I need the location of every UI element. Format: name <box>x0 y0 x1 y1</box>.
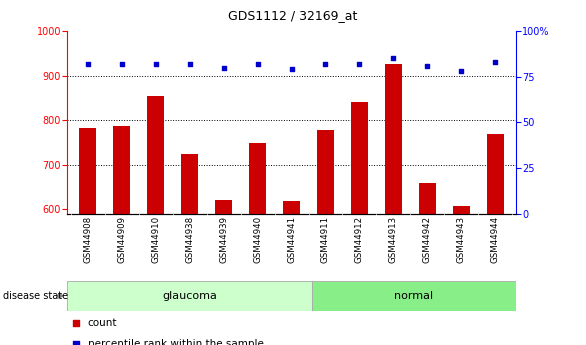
Bar <box>249 144 266 214</box>
Bar <box>351 102 368 214</box>
Text: GSM44908: GSM44908 <box>83 216 92 263</box>
Text: GSM44939: GSM44939 <box>219 216 228 263</box>
Text: GSM44943: GSM44943 <box>457 216 466 263</box>
Text: GSM44913: GSM44913 <box>389 216 398 263</box>
Text: GDS1112 / 32169_at: GDS1112 / 32169_at <box>229 9 357 22</box>
Point <box>117 61 127 67</box>
Bar <box>147 96 164 214</box>
Text: glaucoma: glaucoma <box>162 291 217 301</box>
Text: GSM44909: GSM44909 <box>117 216 126 263</box>
Point <box>287 67 296 72</box>
Point <box>321 61 330 67</box>
Point <box>423 63 432 69</box>
Point <box>83 61 93 67</box>
Bar <box>113 126 130 214</box>
Point <box>151 61 161 67</box>
Text: GSM44910: GSM44910 <box>151 216 160 263</box>
Text: percentile rank within the sample: percentile rank within the sample <box>87 339 264 345</box>
Point <box>71 320 81 326</box>
Point <box>456 69 466 74</box>
Text: GSM44911: GSM44911 <box>321 216 330 263</box>
Text: GSM44941: GSM44941 <box>287 216 296 263</box>
Text: GSM44938: GSM44938 <box>185 216 194 263</box>
Point <box>389 56 398 61</box>
Bar <box>215 200 232 214</box>
Text: disease state: disease state <box>3 291 68 301</box>
Point <box>253 61 263 67</box>
Bar <box>317 130 334 214</box>
Bar <box>487 134 504 214</box>
Text: GSM44912: GSM44912 <box>355 216 364 263</box>
Text: GSM44944: GSM44944 <box>491 216 500 263</box>
Bar <box>312 281 516 310</box>
Bar <box>79 128 96 214</box>
Bar <box>453 206 470 214</box>
Text: count: count <box>87 318 117 328</box>
Text: GSM44942: GSM44942 <box>423 216 432 263</box>
Bar <box>283 201 300 214</box>
Bar <box>385 65 402 214</box>
Point <box>219 65 229 70</box>
Text: GSM44940: GSM44940 <box>253 216 262 263</box>
Point <box>355 61 364 67</box>
Bar <box>67 281 312 310</box>
Point <box>490 59 500 65</box>
Text: normal: normal <box>394 291 434 301</box>
Bar <box>181 154 198 214</box>
Point <box>185 61 195 67</box>
Point <box>71 342 81 345</box>
Bar <box>419 183 436 214</box>
